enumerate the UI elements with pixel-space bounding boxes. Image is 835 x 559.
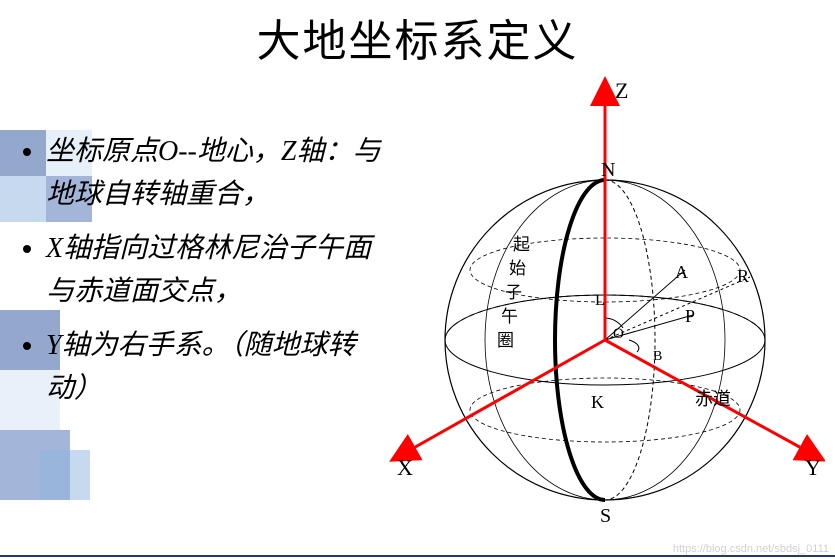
bullet-item: X轴指向过格林尼治子午面与赤道面交点， — [46, 227, 388, 314]
label-meridian-char: 圈 — [497, 331, 514, 350]
bullet-list: 坐标原点O--地心，Z轴：与地球自转轴重合， X轴指向过格林尼治子午面与赤道面交点… — [18, 130, 388, 420]
label-K: K — [591, 392, 604, 412]
label-S: S — [600, 505, 611, 527]
bullet-item: Y轴为右手系。（随地球转动） — [46, 324, 388, 411]
label-meridian-char: 子 — [505, 283, 522, 302]
bullet-item: 坐标原点O--地心，Z轴：与地球自转轴重合， — [46, 130, 388, 217]
label-B: B — [653, 349, 662, 364]
label-R: R — [737, 266, 749, 286]
label-P: P — [685, 306, 695, 326]
label-equator: 赤道 — [695, 389, 731, 409]
watermark: https://blog.csdn.net/sbdsj_0111 — [673, 543, 829, 555]
label-L: L — [595, 292, 605, 309]
label-meridian-char: 起 — [513, 235, 530, 254]
slide-title: 大地坐标系定义 — [0, 5, 835, 69]
label-O: O — [613, 326, 624, 342]
label-N: N — [601, 159, 615, 181]
axis-label-y: Y — [805, 455, 821, 480]
label-meridian-char: 始 — [509, 259, 526, 278]
label-A: A — [675, 262, 688, 282]
geodetic-diagram: Z X Y N S O K A R P B L 赤道 起始子午圈 — [385, 70, 825, 540]
footer-rule — [0, 555, 835, 557]
axis-label-x: X — [397, 455, 413, 480]
axis-label-z: Z — [615, 78, 628, 103]
label-meridian-char: 午 — [501, 307, 518, 326]
